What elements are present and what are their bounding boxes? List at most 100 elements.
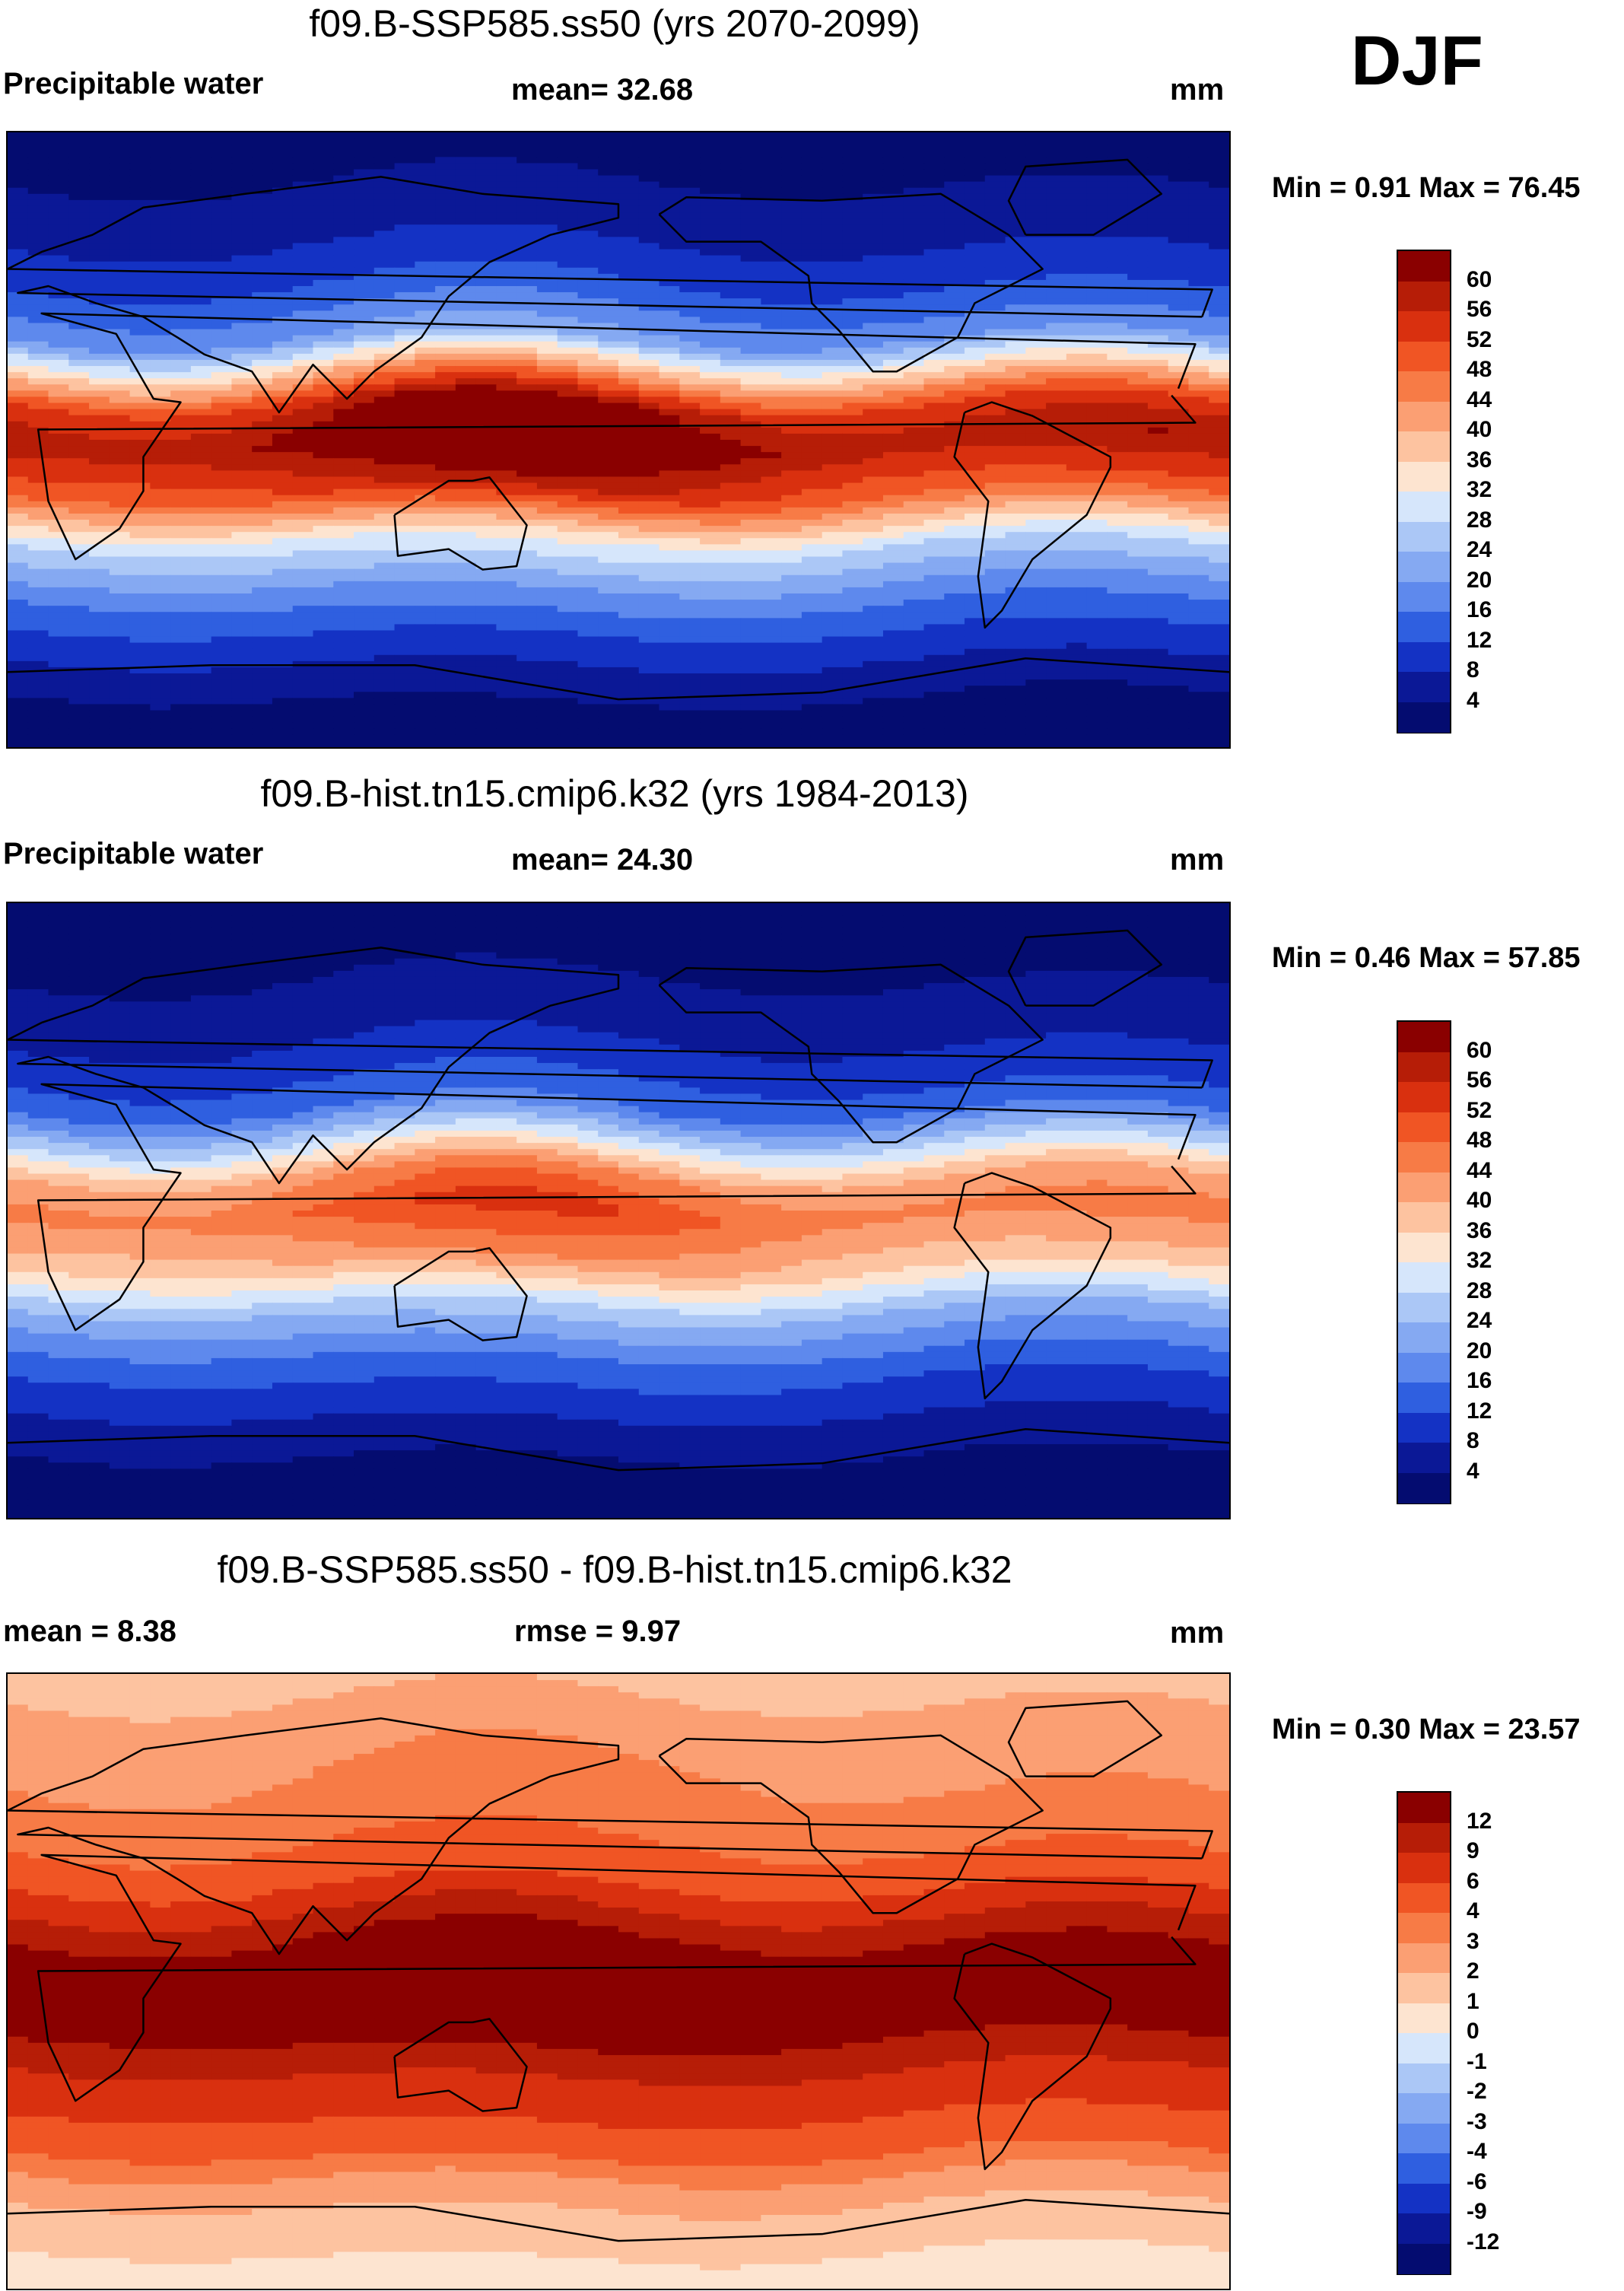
field-cell — [618, 151, 640, 158]
field-cell — [720, 452, 742, 459]
field-cell — [1127, 237, 1149, 244]
field-cell — [129, 341, 151, 348]
field-cell — [965, 476, 986, 484]
field-cell — [761, 482, 782, 490]
field-cell — [8, 237, 29, 244]
field-cell — [882, 396, 904, 404]
panel-1-units-label: mm — [1170, 73, 1225, 107]
field-cell — [68, 169, 90, 177]
field-cell — [577, 538, 599, 545]
field-cell — [801, 132, 823, 139]
field-cell — [1168, 433, 1190, 441]
field-cell — [536, 366, 558, 373]
field-cell — [394, 347, 415, 355]
field-cell — [1005, 501, 1026, 508]
field-cell — [394, 618, 415, 625]
field-cell — [313, 237, 334, 244]
field-cell — [1086, 574, 1108, 582]
field-cell — [150, 532, 171, 539]
field-cell — [557, 151, 579, 158]
field-cell — [333, 304, 354, 311]
field-cell — [842, 218, 863, 225]
field-cell — [1107, 550, 1128, 558]
field-cell — [720, 267, 742, 275]
field-cell — [435, 310, 456, 317]
field-cell — [781, 550, 802, 558]
field-cell — [984, 169, 1006, 177]
field-cell — [923, 427, 945, 434]
field-cell — [1188, 390, 1209, 398]
field-cell — [292, 273, 314, 281]
field-cell — [231, 353, 253, 361]
field-cell — [1188, 366, 1209, 373]
field-cell — [394, 199, 415, 207]
field-cell — [170, 181, 192, 189]
field-cell — [863, 175, 884, 183]
field-cell — [700, 630, 721, 638]
field-cell — [354, 433, 375, 441]
field-cell — [496, 298, 517, 305]
field-cell — [252, 304, 273, 311]
field-cell — [842, 501, 863, 508]
field-cell — [781, 636, 802, 644]
field-cell — [231, 286, 253, 293]
field-cell — [1188, 359, 1209, 367]
field-cell — [252, 446, 273, 453]
field-cell — [781, 193, 802, 201]
field-cell — [373, 329, 396, 336]
field-cell — [496, 433, 517, 441]
field-cell — [1005, 187, 1026, 195]
field-cell — [68, 212, 90, 219]
field-cell — [252, 624, 273, 632]
field-cell — [313, 396, 334, 404]
field-cell — [435, 587, 456, 594]
field-cell — [801, 267, 823, 275]
field-cell — [150, 415, 171, 422]
field-cell — [700, 581, 721, 588]
field-cell — [150, 366, 171, 373]
field-cell — [761, 458, 782, 465]
field-cell — [313, 193, 334, 201]
field-cell — [354, 507, 375, 514]
field-cell — [1086, 366, 1108, 373]
field-cell — [557, 249, 579, 256]
field-cell — [8, 353, 29, 361]
field-cell — [252, 568, 273, 576]
field-cell — [1209, 384, 1229, 391]
field-cell — [822, 470, 844, 478]
field-cell — [944, 353, 965, 361]
field-cell — [781, 163, 802, 170]
field-cell — [679, 476, 701, 484]
field-cell — [944, 446, 965, 453]
field-cell — [1209, 618, 1229, 625]
field-cell — [1209, 205, 1229, 213]
field-cell — [761, 279, 782, 287]
field-cell — [965, 464, 986, 471]
field-cell — [394, 279, 415, 287]
field-cell — [48, 587, 69, 594]
field-cell — [475, 600, 497, 606]
field-cell — [109, 329, 131, 336]
field-cell — [272, 261, 294, 269]
field-cell — [638, 163, 660, 170]
field-cell — [89, 526, 110, 533]
field-cell — [903, 618, 925, 625]
field-cell — [435, 538, 456, 545]
field-cell — [516, 409, 538, 416]
field-cell — [1127, 606, 1149, 613]
field-cell — [89, 403, 110, 410]
field-cell — [313, 507, 334, 514]
field-cell — [882, 304, 904, 311]
field-cell — [27, 440, 49, 447]
field-cell — [272, 273, 294, 281]
field-cell — [129, 366, 151, 373]
field-cell — [822, 138, 844, 145]
field-cell — [333, 267, 354, 275]
field-cell — [8, 574, 29, 582]
field-cell — [761, 359, 782, 367]
field-cell — [679, 396, 701, 404]
field-cell — [1066, 249, 1088, 256]
field-cell — [1147, 587, 1169, 594]
field-cell — [8, 446, 29, 453]
field-cell — [475, 157, 497, 164]
